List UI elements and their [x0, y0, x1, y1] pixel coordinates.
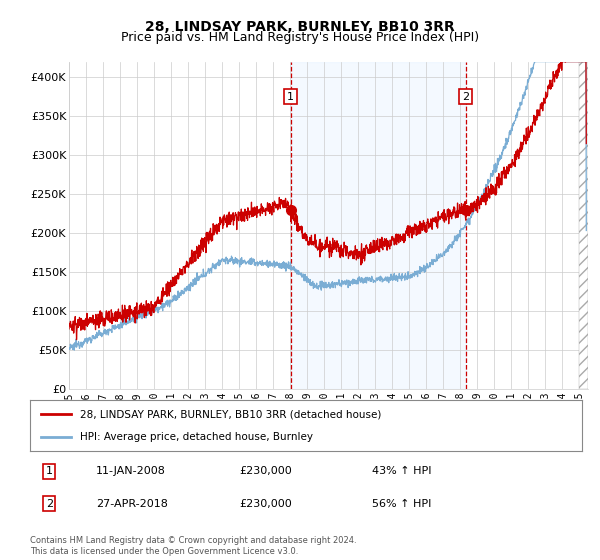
Text: 27-APR-2018: 27-APR-2018: [96, 499, 168, 509]
Text: 11-JAN-2008: 11-JAN-2008: [96, 466, 166, 477]
Bar: [291, 62, 466, 389]
Text: HPI: Average price, detached house, Burnley: HPI: Average price, detached house, Burn…: [80, 432, 313, 442]
Text: 2: 2: [46, 499, 53, 509]
Text: 56% ↑ HPI: 56% ↑ HPI: [372, 499, 431, 509]
Text: Price paid vs. HM Land Registry's House Price Index (HPI): Price paid vs. HM Land Registry's House …: [121, 31, 479, 44]
Text: 28, LINDSAY PARK, BURNLEY, BB10 3RR (detached house): 28, LINDSAY PARK, BURNLEY, BB10 3RR (det…: [80, 409, 381, 419]
Text: £230,000: £230,000: [240, 466, 293, 477]
Text: 28, LINDSAY PARK, BURNLEY, BB10 3RR: 28, LINDSAY PARK, BURNLEY, BB10 3RR: [145, 20, 455, 34]
Text: 2: 2: [462, 92, 469, 102]
Text: Contains HM Land Registry data © Crown copyright and database right 2024.
This d: Contains HM Land Registry data © Crown c…: [30, 536, 356, 556]
Text: 1: 1: [46, 466, 53, 477]
Polygon shape: [580, 62, 588, 389]
Text: 1: 1: [287, 92, 294, 102]
Text: £230,000: £230,000: [240, 499, 293, 509]
Text: 43% ↑ HPI: 43% ↑ HPI: [372, 466, 432, 477]
